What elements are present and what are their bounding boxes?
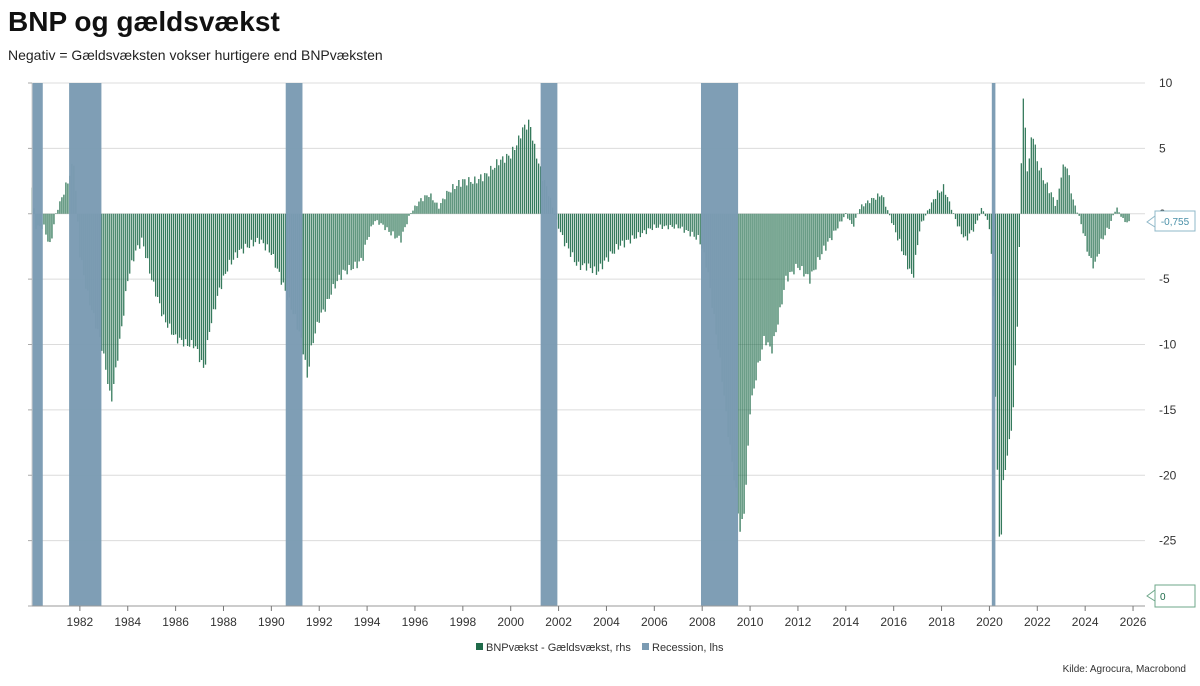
legend-label-recession: Recession, lhs bbox=[652, 642, 724, 654]
x-tick-label: 2016 bbox=[880, 615, 907, 629]
x-tick-label: 2020 bbox=[976, 615, 1003, 629]
last-value-callout-rhs: -0,755 bbox=[1146, 210, 1196, 232]
y-tick-label: -20 bbox=[1159, 468, 1177, 482]
axes: 10 5 0 -5 -10 -15 -20 -25 1982 1984 1986 1988 1990 19… bbox=[28, 76, 1177, 629]
x-tick-label: 2012 bbox=[785, 615, 812, 629]
chart-title: BNP og gældsvækst bbox=[8, 6, 280, 37]
x-tick-label: 2014 bbox=[832, 615, 859, 629]
x-tick-label: 2024 bbox=[1072, 615, 1099, 629]
chart-subtitle: Negativ = Gældsvæksten vokser hurtigere … bbox=[8, 47, 383, 63]
y-tick-label: -15 bbox=[1159, 403, 1177, 417]
x-tick-label: 2022 bbox=[1024, 615, 1051, 629]
last-value-rhs: -0,755 bbox=[1161, 217, 1190, 228]
x-tick-label: 1986 bbox=[162, 615, 189, 629]
x-tick-label: 2006 bbox=[641, 615, 668, 629]
x-tick-label: 2010 bbox=[737, 615, 764, 629]
x-tick-label: 2004 bbox=[593, 615, 620, 629]
bnp-series-bars bbox=[31, 98, 1130, 537]
x-tick-label: 1982 bbox=[67, 615, 94, 629]
legend-label-bnp: BNPvækst - Gældsvækst, rhs bbox=[486, 642, 631, 654]
recession-band bbox=[32, 83, 43, 606]
recession-bands bbox=[32, 83, 996, 606]
y-tick-label: 10 bbox=[1159, 76, 1173, 90]
y-tick-label: -10 bbox=[1159, 338, 1177, 352]
last-value-callout-lhs: 0 bbox=[1146, 584, 1196, 608]
y-tick-label: -5 bbox=[1159, 272, 1170, 286]
x-tick-label: 1988 bbox=[210, 615, 237, 629]
x-tick-label: 2002 bbox=[545, 615, 572, 629]
x-tick-label: 2026 bbox=[1120, 615, 1147, 629]
x-tick-label: 1996 bbox=[402, 615, 429, 629]
legend: BNPvækst - Gældsvækst, rhs Recession, lh… bbox=[476, 642, 724, 654]
x-tick-label: 1994 bbox=[354, 615, 381, 629]
recession-band bbox=[540, 83, 558, 606]
recession-band bbox=[285, 83, 303, 606]
x-tick-label: 1998 bbox=[449, 615, 476, 629]
recession-band bbox=[700, 83, 739, 606]
last-value-lhs: 0 bbox=[1160, 592, 1166, 603]
x-tick-label: 2018 bbox=[928, 615, 955, 629]
x-tick-label: 2008 bbox=[689, 615, 716, 629]
y-tick-label: -25 bbox=[1159, 534, 1177, 548]
x-tick-label: 1984 bbox=[114, 615, 141, 629]
y-tick-label: 5 bbox=[1159, 141, 1166, 155]
source-note: Kilde: Agrocura, Macrobond bbox=[1062, 664, 1186, 675]
recession-band bbox=[69, 83, 102, 606]
x-tick-label: 1992 bbox=[306, 615, 333, 629]
x-tick-label: 2000 bbox=[497, 615, 524, 629]
recession-band bbox=[991, 83, 996, 606]
legend-swatch-recession bbox=[642, 643, 649, 650]
gridlines bbox=[32, 82, 1145, 542]
x-tick-label: 1990 bbox=[258, 615, 285, 629]
legend-swatch-bnp bbox=[476, 643, 483, 650]
